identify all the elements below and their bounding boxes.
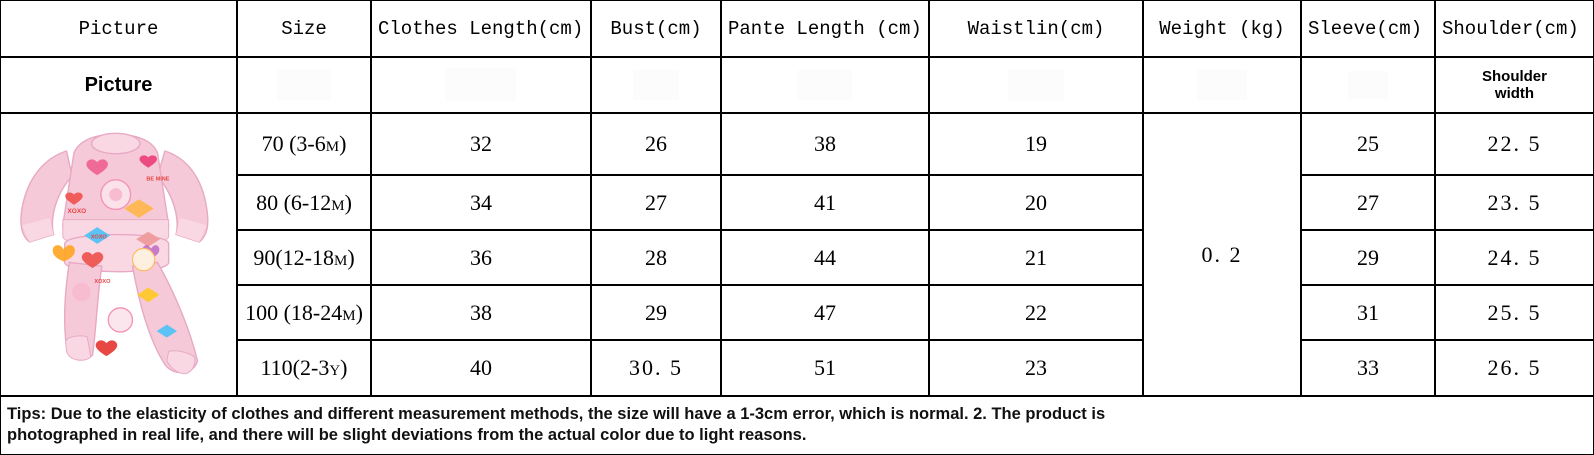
- svg-text:XOXO: XOXO: [67, 208, 86, 215]
- svg-text:XOXO: XOXO: [90, 234, 107, 240]
- svg-text:BE MINE: BE MINE: [146, 177, 169, 183]
- svg-text:XOXO: XOXO: [94, 279, 111, 285]
